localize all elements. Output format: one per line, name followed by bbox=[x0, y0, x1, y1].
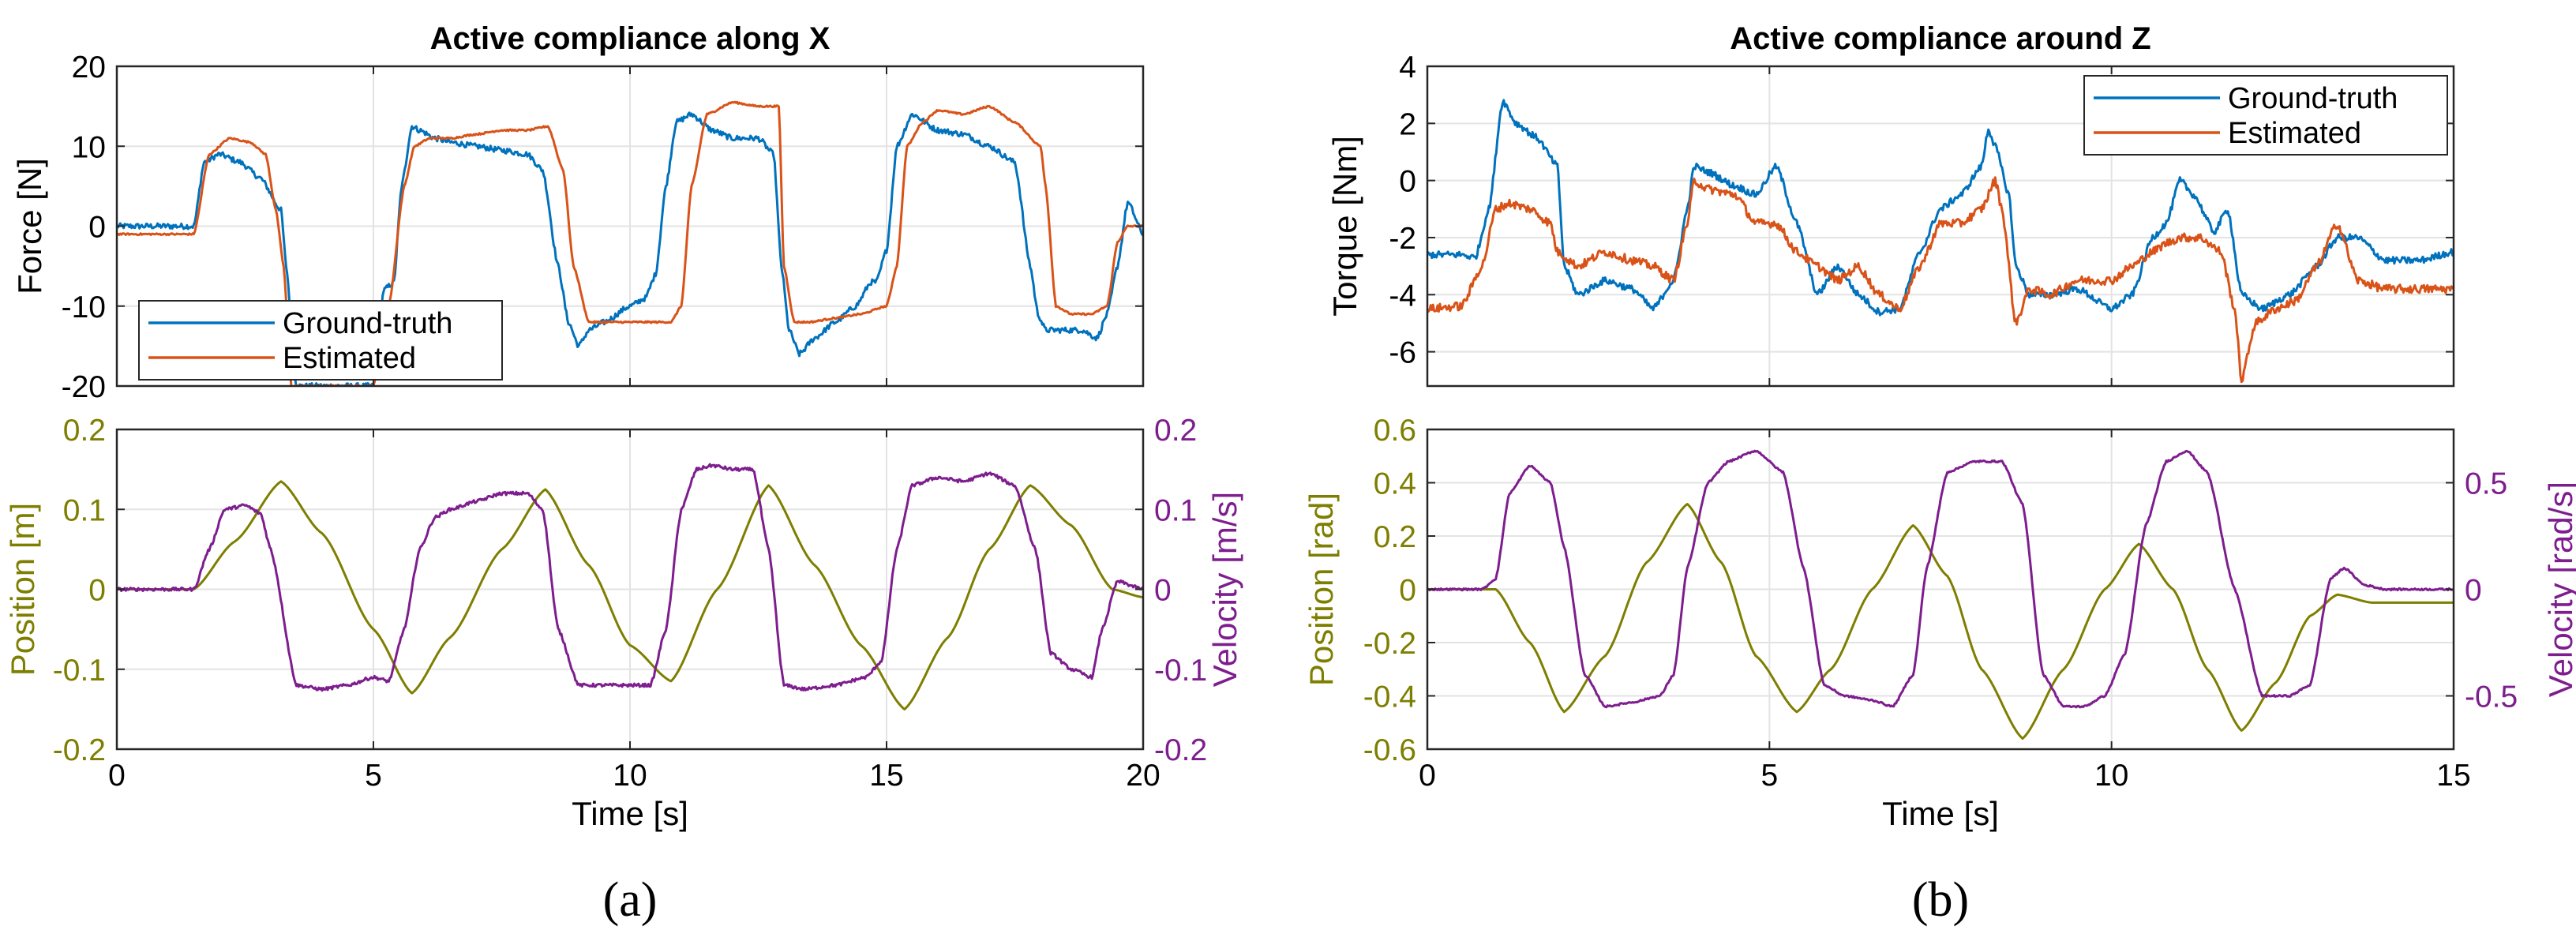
y2-tick-label: 0.5 bbox=[2465, 467, 2507, 501]
y-tick-label: -10 bbox=[62, 291, 106, 324]
legend-label: Estimated bbox=[283, 342, 416, 375]
x-tick-label: 5 bbox=[365, 759, 382, 793]
y-tick-label: 0 bbox=[1399, 165, 1416, 199]
x-tick-label: 10 bbox=[613, 759, 647, 793]
y-tick-label: 0 bbox=[88, 211, 106, 245]
chart-a_bottom: 0 5 10 15 20-0.2-0.100.10.2-0.2-0.100.10.2Ti… bbox=[4, 414, 1243, 832]
x-tick-label: 10 bbox=[2094, 759, 2128, 793]
series-group bbox=[1427, 449, 2454, 740]
axes-box bbox=[1426, 65, 2455, 388]
y-tick-label: -2 bbox=[1389, 222, 1416, 256]
series-line-velocity bbox=[1427, 449, 2454, 709]
y2-tick-label: -0.2 bbox=[1154, 733, 1207, 767]
y2-tick-label: 0.1 bbox=[1154, 493, 1197, 527]
y2-axis-label: Velocity [m/s] bbox=[1206, 492, 1243, 687]
x-tick-label: 15 bbox=[2436, 759, 2470, 793]
y-tick-label: 0.6 bbox=[1374, 414, 1416, 448]
y-tick-label: 10 bbox=[72, 130, 106, 164]
series-group bbox=[117, 463, 1143, 710]
series-line-position bbox=[117, 480, 1143, 710]
x-axis-label: Time [s] bbox=[572, 795, 688, 832]
y-tick-label: 0.4 bbox=[1374, 467, 1416, 501]
legend-box bbox=[2083, 75, 2448, 156]
chart-title: Active compliance along X bbox=[430, 21, 831, 56]
y-tick-label: 0.2 bbox=[1374, 520, 1416, 554]
y-tick-label: -0.4 bbox=[1363, 680, 1416, 714]
y-tick-label: -0.2 bbox=[53, 733, 106, 767]
chart-title: Active compliance around Z bbox=[1730, 21, 2150, 56]
y-tick-label: -0.1 bbox=[53, 654, 106, 688]
panel-label-a: (a) bbox=[603, 873, 658, 927]
x-tick-label: 20 bbox=[1126, 759, 1160, 793]
y-axis-label: Position [m] bbox=[4, 503, 41, 676]
y-tick-label: 4 bbox=[1399, 51, 1416, 84]
x-axis-label: Time [s] bbox=[1882, 795, 1999, 832]
y-tick-label: -0.6 bbox=[1363, 733, 1416, 767]
y-tick-label: 0.2 bbox=[63, 414, 106, 448]
y-axis-label: Position [rad] bbox=[1303, 493, 1340, 686]
legend-box bbox=[138, 300, 503, 381]
y2-tick-label: 0 bbox=[1154, 574, 1172, 608]
series-line-position bbox=[1427, 503, 2454, 740]
chart-a_top: -20 -10 0 10 20 Active compliance along X Forc… bbox=[11, 21, 1145, 404]
series-line-ground-truth bbox=[1427, 99, 2454, 317]
x-tick-label: 15 bbox=[869, 759, 903, 793]
y-tick-label: 0.1 bbox=[63, 493, 106, 527]
legend-label: Estimated bbox=[2228, 117, 2361, 150]
y-tick-label: 2 bbox=[1399, 107, 1416, 141]
y-tick-label: -20 bbox=[62, 370, 106, 404]
x-tick-label: 0 bbox=[1419, 759, 1436, 793]
y-tick-label: 0 bbox=[88, 574, 106, 608]
y2-tick-label: 0 bbox=[2465, 574, 2482, 608]
y2-tick-label: -0.1 bbox=[1154, 654, 1207, 688]
y-tick-label: -6 bbox=[1389, 336, 1416, 370]
chart-b_top: -6 -4 -2 0 2 4 Active compliance around Z Torqu… bbox=[1326, 21, 2455, 388]
y2-tick-label: 0.2 bbox=[1154, 414, 1197, 448]
series-group bbox=[1427, 99, 2454, 384]
y-tick-label: -0.2 bbox=[1363, 627, 1416, 661]
y-tick-label: 20 bbox=[72, 51, 106, 84]
chart-b_bottom: 0 5 10 15 -0.6 -0.4 -0.2 0 0.2 0.4 0.6 -0.5 0 0.5 Time… bbox=[1303, 414, 2576, 832]
y-axis-label: Torque [Nm] bbox=[1326, 136, 1363, 317]
x-tick-label: 0 bbox=[108, 759, 126, 793]
y-tick-label: -4 bbox=[1389, 279, 1416, 313]
y2-axis-label: Velocity [rad/s] bbox=[2542, 482, 2576, 697]
y-tick-label: 0 bbox=[1399, 574, 1416, 608]
x-tick-label: 5 bbox=[1760, 759, 1778, 793]
y2-tick-label: -0.5 bbox=[2465, 680, 2518, 714]
panel-label-b: (b) bbox=[1912, 873, 1969, 927]
y-axis-label: Force [N] bbox=[11, 158, 48, 294]
series-line-velocity bbox=[117, 463, 1143, 692]
series-line-estimated bbox=[1427, 176, 2454, 384]
legend-label: Ground-truth bbox=[2228, 82, 2398, 115]
legend-label: Ground-truth bbox=[283, 307, 452, 340]
